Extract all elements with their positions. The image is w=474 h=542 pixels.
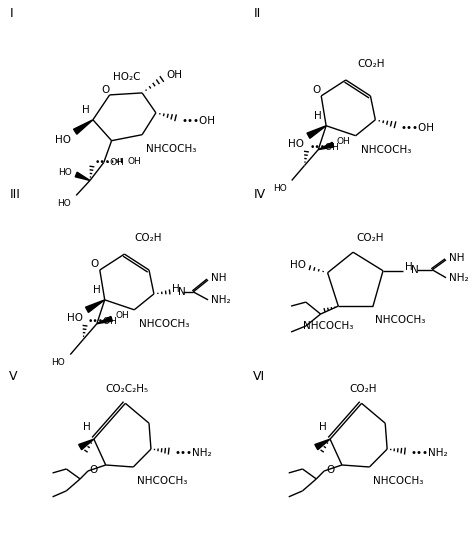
Text: NHCOCH₃: NHCOCH₃: [374, 476, 424, 486]
Text: H: H: [82, 105, 90, 115]
Text: HO: HO: [57, 199, 71, 208]
Polygon shape: [307, 126, 326, 138]
Text: H: H: [172, 284, 179, 294]
Polygon shape: [86, 300, 105, 312]
Text: •••OH: •••OH: [310, 143, 339, 152]
Text: OH: OH: [337, 137, 351, 146]
Text: NHCOCH₃: NHCOCH₃: [146, 144, 196, 153]
Text: H: H: [405, 262, 412, 272]
Polygon shape: [318, 143, 334, 150]
Text: IV: IV: [253, 188, 265, 201]
Text: NHCOCH₃: NHCOCH₃: [139, 319, 190, 329]
Text: VI: VI: [253, 370, 265, 383]
Text: OH: OH: [167, 70, 182, 80]
Text: H: H: [83, 422, 91, 432]
Text: •••OH: •••OH: [401, 122, 435, 133]
Text: H: H: [314, 111, 322, 121]
Text: OH: OH: [128, 157, 141, 166]
Text: OH: OH: [116, 311, 129, 320]
Polygon shape: [75, 172, 90, 180]
Text: O: O: [326, 465, 334, 475]
Text: O: O: [90, 465, 98, 475]
Text: CO₂H: CO₂H: [350, 384, 377, 395]
Text: CO₂C₂H₅: CO₂C₂H₅: [106, 384, 149, 395]
Text: NHCOCH₃: NHCOCH₃: [375, 315, 425, 325]
Text: O: O: [312, 85, 320, 95]
Text: H: H: [319, 422, 327, 432]
Text: NH₂: NH₂: [449, 273, 469, 283]
Text: HO: HO: [55, 134, 71, 145]
Text: NH: NH: [449, 253, 465, 263]
Text: •••OH: •••OH: [95, 158, 125, 167]
Text: N: N: [410, 265, 419, 275]
Text: II: II: [253, 7, 261, 20]
Text: NHCOCH₃: NHCOCH₃: [137, 476, 188, 486]
Text: HO: HO: [58, 168, 72, 177]
Text: HO: HO: [52, 358, 65, 367]
Text: HO: HO: [67, 313, 83, 322]
Text: NH₂: NH₂: [211, 295, 231, 305]
Text: CO₂H: CO₂H: [356, 233, 383, 243]
Text: HO₂C: HO₂C: [113, 72, 140, 82]
Polygon shape: [97, 317, 112, 324]
Text: NH: NH: [211, 273, 227, 283]
Text: III: III: [9, 188, 20, 201]
Text: HO: HO: [290, 260, 306, 270]
Text: H: H: [93, 285, 101, 295]
Text: V: V: [9, 370, 18, 383]
Text: NHCOCH₃: NHCOCH₃: [303, 321, 354, 331]
Text: I: I: [9, 7, 13, 20]
Text: CO₂H: CO₂H: [358, 59, 385, 69]
Text: •••NH₂: •••NH₂: [174, 448, 212, 458]
Polygon shape: [315, 439, 330, 450]
Text: O: O: [91, 259, 99, 269]
Text: N: N: [178, 287, 185, 297]
Text: •••OH: •••OH: [182, 116, 216, 126]
Polygon shape: [73, 120, 93, 134]
Text: NHCOCH₃: NHCOCH₃: [361, 145, 411, 154]
Text: CO₂H: CO₂H: [134, 233, 162, 243]
Text: HO: HO: [273, 184, 287, 193]
Text: •••NH₂: •••NH₂: [411, 448, 448, 458]
Polygon shape: [79, 439, 94, 450]
Text: •••OH: •••OH: [88, 317, 118, 326]
Text: HO: HO: [289, 139, 304, 149]
Text: O: O: [101, 85, 110, 95]
